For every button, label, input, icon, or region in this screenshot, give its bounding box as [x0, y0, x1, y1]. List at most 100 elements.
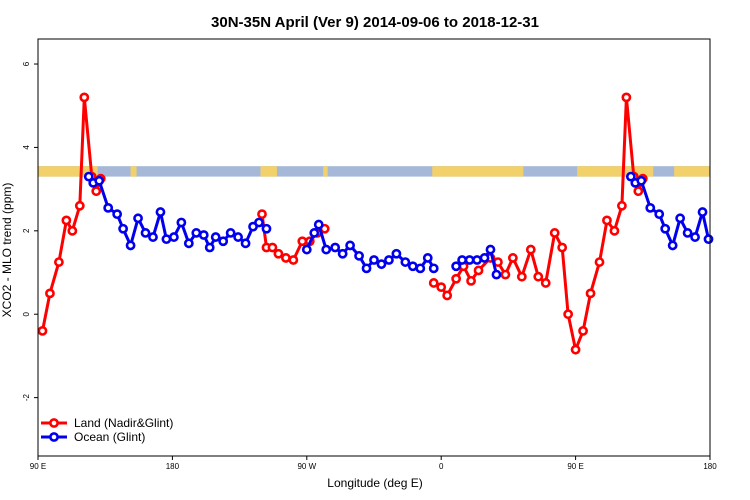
data-series: [37, 92, 714, 355]
data-point: [297, 236, 308, 247]
legend-marker: [49, 418, 59, 428]
data-point: [345, 240, 356, 251]
data-point: [436, 282, 447, 293]
data-point: [225, 228, 236, 238]
data-point: [442, 290, 453, 301]
data-point: [485, 244, 496, 255]
land-band: [38, 166, 98, 177]
data-point: [533, 271, 544, 282]
data-point: [198, 230, 209, 240]
legend: Land (Nadir&Glint)Ocean (Glint): [41, 416, 173, 444]
data-point: [540, 278, 551, 288]
data-point: [301, 244, 312, 255]
data-point: [218, 236, 229, 247]
data-point: [155, 207, 166, 217]
x-axis-label: Longitude (deg E): [327, 476, 422, 490]
x-tick-label: 0: [439, 462, 444, 471]
x-tick-label: 90 W: [297, 462, 316, 471]
data-point: [140, 228, 151, 238]
data-point: [267, 242, 278, 253]
data-point: [703, 234, 714, 245]
data-point: [415, 263, 426, 274]
data-point: [602, 215, 612, 226]
data-point: [125, 240, 136, 251]
data-point: [407, 261, 418, 272]
data-point: [697, 207, 708, 217]
data-point: [563, 309, 574, 320]
series-ocean: [83, 171, 714, 280]
data-point: [37, 325, 48, 336]
data-point: [210, 232, 221, 242]
data-point: [585, 288, 596, 299]
data-point: [103, 202, 114, 213]
ocean-band: [38, 166, 710, 177]
data-point: [233, 232, 244, 242]
data-point: [309, 228, 320, 238]
data-point: [654, 209, 665, 220]
data-point: [354, 250, 364, 261]
data-point: [261, 223, 272, 234]
data-point: [578, 325, 588, 336]
data-point: [594, 257, 605, 267]
data-point: [313, 219, 324, 230]
axes: 90 E 180 90 W 0 90 E 180 -2 0 2 4 6: [22, 61, 717, 471]
data-point: [376, 259, 387, 270]
data-point: [507, 253, 518, 263]
y-tick-label: 2: [22, 228, 31, 233]
data-point: [91, 186, 102, 197]
data-point: [321, 244, 332, 255]
data-point: [645, 202, 656, 213]
data-point: [557, 242, 568, 253]
data-point: [660, 223, 671, 234]
y-tick-label: 6: [22, 61, 31, 66]
data-point: [148, 232, 158, 242]
land-band: [260, 166, 277, 177]
data-point: [451, 273, 462, 284]
series-line: [432, 95, 645, 352]
data-point: [61, 215, 72, 226]
data-point: [516, 271, 527, 282]
legend-label: Land (Nadir&Glint): [74, 416, 173, 430]
data-point: [491, 269, 502, 280]
data-point: [472, 255, 482, 265]
data-point: [204, 242, 215, 253]
data-point: [466, 275, 476, 286]
data-point: [67, 225, 78, 236]
land-band: [674, 166, 710, 177]
data-point: [422, 253, 433, 263]
data-point: [54, 257, 64, 267]
x-tick-label: 180: [703, 462, 717, 471]
data-point: [288, 255, 299, 265]
data-point: [384, 255, 394, 265]
data-point: [633, 186, 644, 197]
data-point: [45, 288, 55, 299]
data-point: [690, 232, 700, 242]
data-point: [83, 171, 94, 182]
land-band: [130, 166, 137, 177]
data-point: [176, 217, 187, 228]
data-point: [133, 213, 143, 224]
data-point: [118, 223, 129, 234]
data-point: [682, 228, 693, 238]
data-point: [74, 200, 85, 211]
y-axis-label: XCO2 - MLO trend (ppm): [0, 183, 14, 318]
data-point: [464, 255, 475, 265]
x-tick-label: 180: [166, 462, 180, 471]
data-point: [609, 225, 620, 236]
data-point: [257, 209, 267, 220]
data-point: [330, 242, 341, 253]
data-point: [94, 175, 105, 186]
data-point: [428, 263, 439, 274]
background-band: [38, 166, 710, 177]
data-point: [549, 228, 560, 238]
data-point: [457, 255, 468, 265]
data-point: [675, 213, 686, 224]
data-point: [191, 228, 202, 238]
data-point: [79, 92, 90, 103]
data-point: [361, 263, 372, 274]
data-point: [667, 240, 678, 251]
plot-frame: [37, 38, 711, 457]
data-point: [369, 255, 379, 265]
data-point: [621, 92, 632, 103]
